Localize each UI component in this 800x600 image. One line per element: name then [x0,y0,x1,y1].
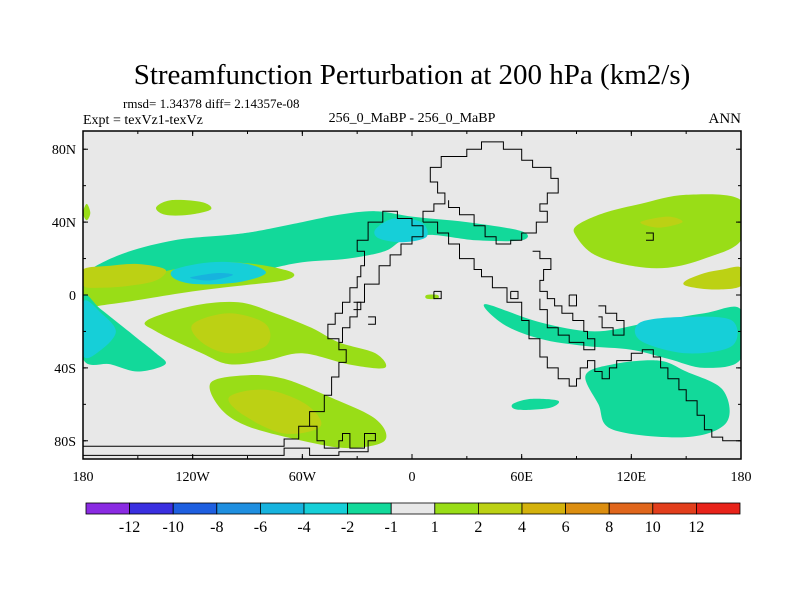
colorbar [85,502,741,515]
contour-region-level--2 [634,316,738,354]
x-tick-label: 120W [176,470,211,485]
contour-region-level-4 [228,389,322,434]
contour-region-level-4 [640,216,683,228]
x-axis-labels: 180 120W 60W 0 60E 120E 180 [73,470,752,485]
contour-region-level--4 [190,273,233,281]
colorbar-swatch [608,502,654,515]
coastline-segment [510,290,519,300]
colorbar-label: 2 [474,519,482,536]
x-tick-label: 180 [731,470,752,485]
colorbar-label: 1 [431,519,439,536]
colorbar-swatch [565,502,610,515]
axis-ticks [82,131,742,459]
colorbar-swatch [85,502,130,515]
colorbar-label: -1 [385,519,398,536]
colorbar-swatch [172,502,218,515]
coastline-segment [598,305,625,336]
coastlines [83,141,741,456]
colorbar-swatch [521,502,566,515]
x-tick-label: 60E [510,470,533,485]
contour-region-level-4 [191,313,271,354]
y-tick-label: 0 [69,289,76,304]
case-label: 256_0_MaBP - 256_0_MaBP [329,111,496,126]
y-tick-label: 40S [54,362,76,377]
colorbar-swatch [652,502,697,515]
coastline-segment [368,316,376,325]
colorbar-swatch [434,502,479,515]
contour-region-level-4 [683,266,741,290]
contour-region-level-2 [425,294,439,300]
x-tick-label: 60W [289,470,317,485]
colorbar-swatch [259,502,305,515]
contour-region-level-2 [83,203,91,221]
colorbar-label: -6 [254,519,267,536]
contour-region-level--1 [511,398,560,410]
chart-title: Streamfunction Perturbation at 200 hPa (… [134,59,691,91]
colorbar-swatch [347,502,392,515]
colorbar-label: 10 [645,519,661,536]
contour-region-level-2 [573,194,741,269]
coastline-segment [353,301,362,311]
contour-region-level--1 [83,294,166,372]
colorbar-label: -2 [341,519,354,536]
colorbar-swatch [477,502,523,515]
coastline-segment [532,250,596,351]
coastline-segment [83,210,424,447]
contour-region-level--1 [585,360,730,438]
contour-region-level--2 [83,300,116,359]
coastline-segment [422,141,559,245]
colorbar-label: 6 [562,519,570,536]
colorbar-swatch [216,502,261,515]
experiment-label: Expt = texVz1-texVz [83,113,203,128]
colorbar-label: 4 [518,519,526,536]
coastline-segment [423,221,741,442]
colorbar-label: 12 [688,519,704,536]
contour-region-level-4 [83,263,167,288]
contour-region-level-2 [155,199,212,216]
coastline-segment [568,294,577,307]
season-label: ANN [709,111,742,127]
colorbar-label: -4 [297,519,310,536]
coastline-segment [646,232,654,241]
coastline-segment [83,425,376,456]
x-tick-label: 0 [409,470,416,485]
x-tick-label: 180 [73,470,94,485]
colorbar-swatch [303,502,348,515]
colorbar-label: 8 [605,519,613,536]
colorbar-label: -8 [210,519,223,536]
y-tick-label: 80N [52,143,76,158]
colorbar-swatch [390,502,436,515]
y-tick-label: 40N [52,216,76,231]
colorbar-label: -10 [163,519,184,536]
colorbar-label: -12 [119,519,140,536]
y-axis-labels: 80N 40N 0 40S 80S [52,143,76,450]
stats-label: rmsd= 1.34378 diff= 2.14357e-08 [123,96,300,111]
colorbar-swatch [696,502,741,515]
y-tick-label: 80S [54,435,76,450]
coastline-segment [433,290,442,300]
contour-fills [83,194,741,449]
colorbar-labels: -12 -10 -8 -6 -4 -2 -1 1 2 4 6 8 10 12 [119,519,704,536]
x-tick-label: 120E [617,470,647,485]
colorbar-swatch [129,502,174,515]
